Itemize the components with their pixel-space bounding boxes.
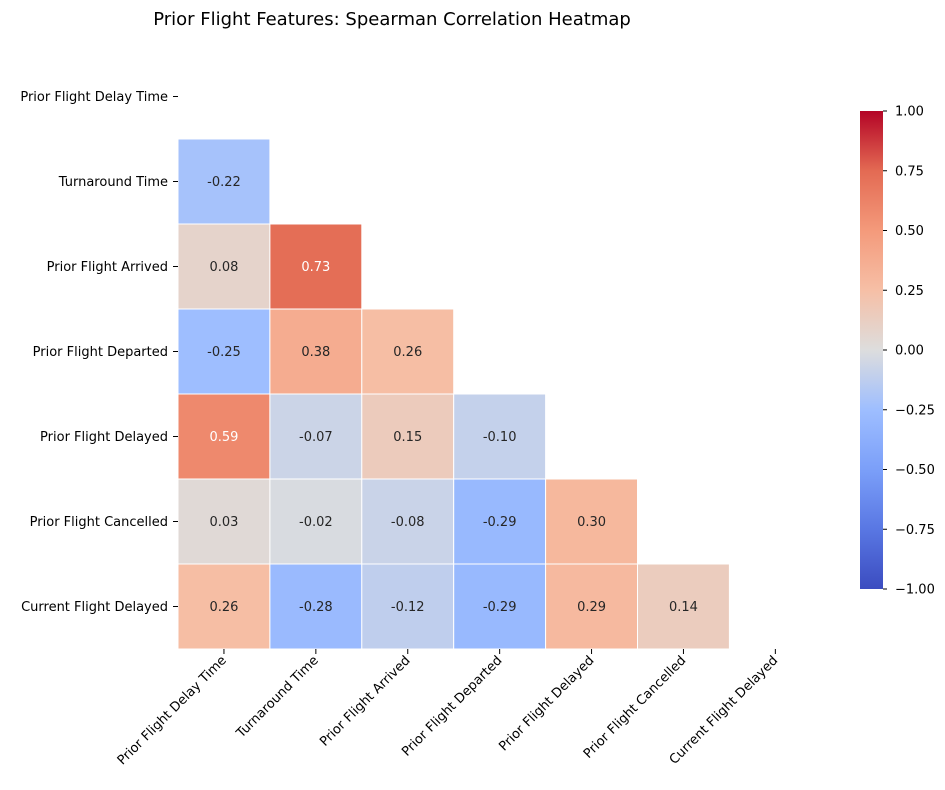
heatmap-cell	[269, 563, 363, 650]
row-tick-label: Prior Flight Delay Time	[20, 90, 168, 105]
cell-value-label: -0.29	[483, 600, 517, 615]
cell-value-label: 0.14	[669, 600, 698, 615]
colorbar-tick-label: −0.50	[895, 463, 935, 478]
colorbar-tick-label: 0.75	[895, 164, 924, 179]
chart-title: Prior Flight Features: Spearman Correlat…	[153, 9, 631, 30]
cell-value-label: 0.26	[393, 345, 422, 360]
col-tick-label: Turnaround Time	[233, 653, 322, 742]
row-tick-label: Prior Flight Cancelled	[30, 515, 168, 530]
row-tick-label: Prior Flight Delayed	[40, 430, 168, 445]
colorbar-gradient	[860, 111, 883, 589]
heatmap-cell	[269, 393, 363, 480]
cell-value-label: 0.08	[209, 260, 238, 275]
heatmap-cell	[177, 223, 271, 310]
cell-value-label: -0.22	[207, 175, 241, 190]
colorbar-tick-label: −0.75	[895, 523, 935, 538]
heatmap-cell	[361, 308, 455, 395]
cell-value-label: 0.26	[209, 600, 238, 615]
colorbar-tick-label: 0.00	[895, 344, 924, 359]
cell-value-label: 0.38	[301, 345, 330, 360]
row-tick-label: Prior Flight Departed	[33, 345, 168, 360]
heatmap-cells: -0.22 0.08 0.73 -0.25 0.38 0.26 0.59 -0.07 0.15 -…	[177, 138, 730, 650]
heatmap-cell	[545, 563, 638, 650]
colorbar-tick-label: 0.25	[895, 284, 924, 299]
cell-value-label: -0.28	[299, 600, 333, 615]
col-tick-label: Prior Flight Delayed	[496, 653, 597, 754]
heatmap-cell	[453, 393, 547, 480]
colorbar-ticks: 1.00 0.75 0.50 0.25 0.00 −0.25 −0.50 −0.75 −1.00	[883, 105, 935, 598]
colorbar: 1.00 0.75 0.50 0.25 0.00 −0.25 −0.50 −0.75 −1.00	[860, 105, 935, 598]
heatmap-cell	[361, 563, 455, 650]
heatmap-cell	[453, 478, 547, 565]
col-tick-labels: Prior Flight Delay Time Turnaround TimePr…	[115, 649, 781, 768]
col-tick-label: Current Flight Delayed	[667, 653, 781, 767]
heatmap-cell	[361, 478, 455, 565]
heatmap-cell	[637, 563, 730, 650]
cell-value-label: 0.59	[209, 430, 238, 445]
colorbar-tick-label: −0.25	[895, 403, 935, 418]
row-tick-label: Current Flight Delayed	[21, 600, 168, 615]
heatmap-cell	[269, 223, 363, 310]
heatmap-cell	[545, 478, 638, 565]
heatmap-cell	[177, 138, 271, 225]
col-tick-label: Prior Flight Arrived	[317, 653, 413, 749]
cell-value-label: 0.03	[209, 515, 238, 530]
cell-value-label: -0.10	[483, 430, 517, 445]
row-tick-label: Turnaround Time	[58, 175, 168, 190]
col-tick-label: Prior Flight Delay Time	[115, 653, 230, 768]
colorbar-tick-label: −1.00	[895, 583, 935, 598]
cell-value-label: -0.12	[391, 600, 425, 615]
cell-value-label: -0.02	[299, 515, 333, 530]
heatmap-cell	[269, 308, 363, 395]
colorbar-tick-label: 0.50	[895, 224, 924, 239]
cell-value-label: -0.25	[207, 345, 241, 360]
cell-value-label: 0.73	[301, 260, 330, 275]
cell-value-label: 0.29	[577, 600, 606, 615]
cell-value-label: -0.07	[299, 430, 333, 445]
col-tick-label: Prior Flight Departed	[399, 653, 505, 759]
cell-value-label: -0.08	[391, 515, 425, 530]
heatmap-cell	[453, 563, 547, 650]
row-tick-label: Prior Flight Arrived	[47, 260, 168, 275]
cell-value-label: 0.15	[393, 430, 422, 445]
colorbar-tick-label: 1.00	[895, 105, 924, 120]
col-tick-label: Prior Flight Cancelled	[581, 653, 689, 761]
cell-value-label: 0.30	[577, 515, 606, 530]
cell-value-label: -0.29	[483, 515, 517, 530]
row-tick-labels: Prior Flight Delay Time Turnaround Time Pr…	[20, 90, 178, 615]
heatmap-cell	[269, 478, 363, 565]
heatmap-cell	[177, 308, 271, 395]
